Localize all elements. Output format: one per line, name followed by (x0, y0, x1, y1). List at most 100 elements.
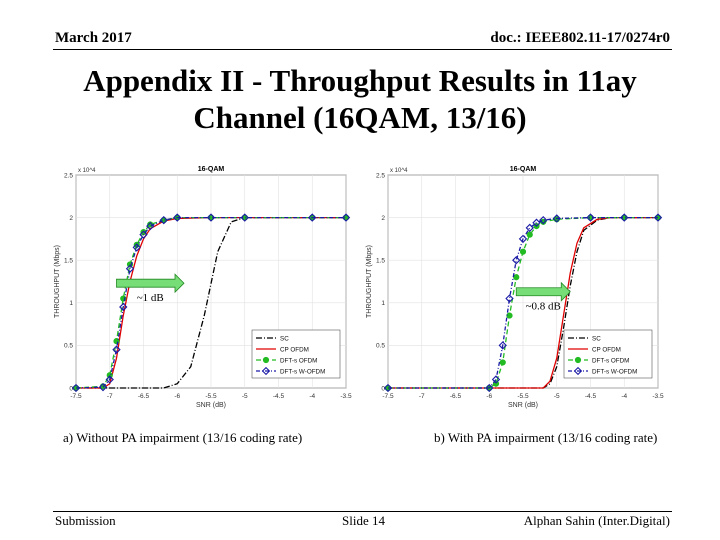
footer-author: Alphan Sahin (Inter.Digital) (523, 513, 670, 528)
annotation-label: ~0.8 dB (526, 301, 561, 313)
data-point (160, 217, 167, 224)
y-multiplier: x 10^4 (78, 168, 96, 174)
x-tick-label: -7.5 (70, 393, 82, 400)
annotation-label: ~1 dB (137, 292, 164, 304)
x-tick-label: -7 (419, 393, 425, 400)
annotation-arrow (515, 281, 571, 302)
y-multiplier: x 10^4 (390, 168, 408, 174)
x-tick-label: -6.5 (450, 393, 462, 400)
y-axis-label: THROUGHPUT (Mbps) (54, 245, 61, 318)
x-tick-label: -6 (486, 393, 492, 400)
footer-slide-number: Slide 14 (342, 513, 385, 528)
chart-a-svg: -7.5 -7 -6.5 -6 -5.5 -5 -4.5 -4 -3.5 0 0.5 1 1.5 2 2.5… (54, 166, 352, 409)
footer-divider (53, 511, 672, 512)
x-tick-label: -7 (107, 393, 113, 400)
chart-title: 16-QAM (198, 166, 225, 173)
series-dft-s-w-ofdm (71, 213, 351, 393)
legend-box (563, 329, 653, 379)
x-tick-label: -5.5 (517, 393, 529, 400)
arrow-shape (515, 281, 571, 302)
y-tick-label: 2.5 (376, 172, 385, 179)
data-point (98, 382, 108, 392)
series-line (75, 216, 346, 389)
chart-b-svg: -7.5 -7 -6.5 -6 -5.5 -5 -4.5 -4 -3.5 0 0.5 1 1.5 2 2.5… (366, 166, 664, 409)
legend-label: DFT-s W-OFDM (280, 368, 325, 375)
data-point (125, 264, 135, 273)
data-point (341, 213, 351, 222)
y-tick-label: 2 (69, 215, 73, 222)
y-tick-label: 1 (381, 300, 385, 307)
data-point (499, 359, 506, 366)
data-point (146, 221, 155, 231)
legend-marker (573, 366, 583, 376)
legend: SC CP OFDM DFT-s OFDM DFT-s W-OFDM (251, 329, 341, 379)
y-tick-label: 0.5 (376, 343, 385, 350)
y-axis-label: THROUGHPUT (Mbps) (366, 245, 373, 318)
legend-label: DFT-s OFDM (592, 357, 629, 364)
legend-label: CP OFDM (280, 346, 309, 353)
data-point (525, 223, 534, 233)
x-tick-label: -5 (554, 393, 560, 400)
footer-submission: Submission (55, 513, 116, 528)
data-point (539, 215, 548, 225)
x-tick-label: -5.5 (205, 393, 217, 400)
data-point (206, 213, 216, 222)
data-point (112, 345, 121, 354)
x-tick-label: -4.5 (273, 393, 285, 400)
throughput-chart-without-pa: -7.5 -7 -6.5 -6 -5.5 -5 -4.5 -4 -3.5 0 0.5 1 1.5 2 2.5… (50, 160, 355, 420)
data-point (552, 214, 561, 223)
data-point (139, 230, 148, 239)
legend-label: CP OFDM (592, 346, 621, 353)
y-tick-label: 0 (381, 385, 385, 392)
data-point (519, 248, 527, 255)
data-point (308, 213, 317, 222)
data-point (132, 243, 141, 252)
data-point (71, 383, 81, 393)
y-tick-label: 0 (69, 385, 73, 392)
header-date: March 2017 (55, 30, 132, 46)
caption-with-pa: b) With PA impairment (13/16 coding rate… (434, 430, 658, 445)
legend-label: DFT-s OFDM (280, 357, 317, 364)
data-point (383, 383, 393, 393)
data-point (513, 274, 520, 281)
y-tick-label: 2 (381, 215, 385, 222)
data-point (586, 213, 595, 222)
series-line (388, 216, 658, 389)
x-tick-label: -5 (242, 393, 248, 400)
x-tick-label: -6 (174, 393, 180, 400)
header-doc-id: doc.: IEEE802.11-17/0274r0 (490, 30, 670, 46)
legend-label: SC (592, 335, 601, 342)
y-tick-label: 1.5 (376, 258, 385, 265)
slide-title-line1: Appendix II - Throughput Results in 11ay (83, 63, 637, 98)
legend-marker (262, 356, 270, 364)
x-tick-label: -3.5 (340, 393, 352, 400)
data-point (498, 341, 507, 350)
data-point (485, 383, 494, 393)
throughput-chart-with-pa: -7.5 -7 -6.5 -6 -5.5 -5 -4.5 -4 -3.5 0 0.5 1 1.5 2 2.5… (362, 160, 667, 420)
data-point (119, 302, 128, 312)
legend-label: DFT-s W-OFDM (592, 368, 637, 375)
data-point (506, 312, 513, 319)
x-tick-label: -3.5 (652, 393, 664, 400)
data-point (492, 380, 500, 387)
data-point (240, 213, 249, 222)
x-tick-label: -4 (621, 393, 627, 400)
data-point (173, 213, 182, 222)
data-point (512, 256, 521, 265)
data-point (532, 218, 541, 227)
y-tick-label: 1 (69, 300, 73, 307)
chart-title: 16-QAM (510, 166, 537, 173)
y-tick-label: 0.5 (64, 343, 73, 350)
legend-label: SC (280, 335, 289, 342)
data-point (491, 375, 501, 384)
x-tick-label: -4.5 (585, 393, 597, 400)
x-axis-label: SNR (dB) (508, 402, 538, 409)
x-tick-label: -6.5 (138, 393, 150, 400)
slide-title: Appendix II - Throughput Results in 11ay… (40, 62, 680, 136)
arrow-shape (116, 273, 185, 294)
data-point (653, 213, 663, 222)
legend-marker (261, 366, 271, 376)
x-axis-label: SNR (dB) (196, 402, 226, 409)
header-divider (53, 49, 672, 50)
series-dft-s-w-ofdm (383, 213, 663, 393)
